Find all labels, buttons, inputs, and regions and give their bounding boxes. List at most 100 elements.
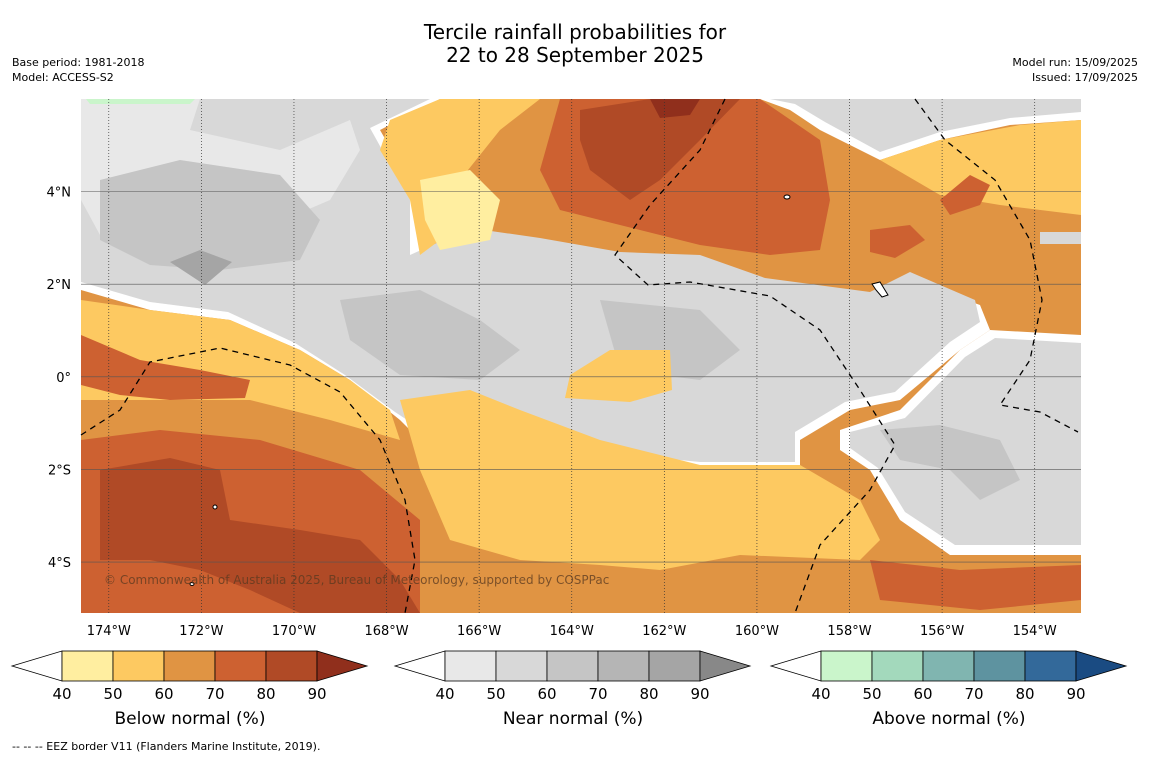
colorbar-near-swatch-3 — [597, 650, 650, 682]
lon-tick-label-8: 158°W — [827, 624, 871, 639]
colorbar-above-swatch-4 — [1024, 650, 1077, 682]
colorbar-near-swatch-1 — [495, 650, 548, 682]
lat-tick-label-0: 4°N — [47, 186, 72, 201]
colorbar-below-swatch-4 — [265, 650, 318, 682]
colorbar-above-tick-4: 80 — [1015, 685, 1034, 703]
lon-tick-label-6: 162°W — [642, 624, 686, 639]
region-below-80-southwest — [100, 458, 420, 613]
lat-tick-label-1: 2°N — [47, 278, 72, 293]
grid-layer — [81, 99, 1081, 613]
lon-tick-label-10: 154°W — [1013, 624, 1057, 639]
colorbar-near: 40 50 60 70 80 90 — [393, 650, 752, 703]
lat-labels: 4°N 2°N 0° 2°S 4°S — [47, 186, 72, 571]
eez-border-layer — [80, 98, 1079, 614]
colorbar-near-swatch-0 — [444, 650, 497, 682]
colorbar-above-swatch-3 — [973, 650, 1026, 682]
island-3 — [212, 504, 218, 510]
region-near-east-dark — [880, 425, 1020, 500]
colorbar-below-swatch-3 — [214, 650, 267, 682]
island-1 — [783, 194, 791, 200]
region-below-70-patch1 — [870, 225, 925, 258]
lon-tick-label-4: 166°W — [457, 624, 501, 639]
issued-label: Issued: 17/09/2025 — [1031, 71, 1138, 84]
region-near-small-east — [1040, 232, 1081, 244]
region-below-70-patch2 — [940, 175, 990, 215]
base-period-label: Base period: 1981-2018 — [12, 56, 145, 69]
region-below-40-north — [420, 170, 500, 250]
copyright-text: © Commonwealth of Australia 2025, Bureau… — [104, 573, 609, 587]
region-below-80-north — [580, 99, 740, 200]
colorbar-below-tick-2: 60 — [154, 685, 173, 703]
colorbar-title-above: Above normal (%) — [872, 709, 1026, 729]
region-near-central-dark — [340, 290, 520, 380]
region-below-90-north — [650, 99, 700, 118]
colorbar-title-near: Near normal (%) — [502, 709, 644, 729]
colorbar-below-max-extend — [316, 650, 369, 682]
region-near-northeast — [770, 99, 1081, 152]
lon-tick-label-1: 172°W — [179, 624, 223, 639]
region-below-50-centre — [565, 350, 672, 402]
lon-tick-label-3: 168°W — [364, 624, 408, 639]
colorbar-above-tick-5: 90 — [1066, 685, 1085, 703]
colorbar-above-max-extend — [1075, 650, 1128, 682]
eez-border-north — [614, 98, 896, 614]
lat-tick-label-2: 0° — [56, 371, 71, 386]
eez-border-east — [914, 98, 1079, 433]
chart-title-line2: 22 to 28 September 2025 — [446, 43, 704, 67]
colorbar-near-tick-3: 70 — [588, 685, 607, 703]
lon-tick-label-2: 170°W — [272, 624, 316, 639]
chart-title-line1: Tercile rainfall probabilities for — [423, 20, 727, 44]
colorbar-above-tick-1: 50 — [862, 685, 881, 703]
colorbar-above-min-extend — [769, 650, 822, 682]
region-near-70 — [170, 250, 232, 285]
colorbar-near-tick-4: 80 — [639, 685, 658, 703]
colorbar-near-tick-5: 90 — [690, 685, 709, 703]
colorbar-below-tick-3: 70 — [205, 685, 224, 703]
colorbar-below-tick-1: 50 — [103, 685, 122, 703]
colorbar-near-tick-2: 60 — [537, 685, 556, 703]
model-run-label: Model run: 15/09/2025 — [1012, 56, 1138, 69]
region-below-50-south — [400, 390, 880, 570]
region-below-70-southeast — [870, 560, 1081, 610]
colorbar-above-tick-2: 60 — [913, 685, 932, 703]
colorbars: 40 50 60 70 80 90 40 50 60 70 80 90 40 50 60 70 80 90 — [10, 650, 1128, 703]
colorbar-above-tick-3: 70 — [964, 685, 983, 703]
model-label: Model: ACCESS-S2 — [12, 71, 114, 84]
island-2 — [871, 281, 889, 298]
colorbar-below-tick-0: 40 — [52, 685, 71, 703]
colorbar-near-max-extend — [699, 650, 752, 682]
lon-labels: 174°W 172°W 170°W 168°W 166°W 164°W 162°W 160°W… — [87, 624, 1057, 639]
colorbar-below-min-extend — [10, 650, 63, 682]
colorbar-near-swatch-2 — [546, 650, 599, 682]
colorbar-below-tick-5: 90 — [307, 685, 326, 703]
colorbar-below: 40 50 60 70 80 90 — [10, 650, 369, 703]
footer-note: -- -- -- EEZ border V11 (Flanders Marine… — [12, 740, 321, 753]
map-fill-layer — [81, 99, 1081, 613]
island-4 — [189, 582, 195, 586]
colorbar-near-tick-0: 40 — [435, 685, 454, 703]
colorbar-below-swatch-0 — [61, 650, 114, 682]
lon-tick-label-9: 156°W — [920, 624, 964, 639]
colorbar-near-min-extend — [393, 650, 446, 682]
colorbar-below-tick-4: 80 — [256, 685, 275, 703]
region-near-northwest-dark — [100, 160, 320, 270]
island-layer — [189, 194, 889, 586]
lon-tick-label-7: 160°W — [735, 624, 779, 639]
lat-tick-label-3: 2°S — [48, 463, 71, 478]
region-above-40 — [86, 99, 195, 104]
colorbar-near-swatch-4 — [648, 650, 701, 682]
colorbar-above-tick-0: 40 — [811, 685, 830, 703]
region-below-50-east — [880, 120, 1081, 215]
lon-tick-label-5: 164°W — [550, 624, 594, 639]
colorbar-below-swatch-2 — [163, 650, 216, 682]
region-below-70-west — [81, 335, 250, 400]
region-below-50-west — [81, 300, 400, 440]
colorbar-title-below: Below normal (%) — [114, 709, 266, 729]
colorbar-near-tick-1: 50 — [486, 685, 505, 703]
lat-tick-label-4: 4°S — [48, 556, 71, 571]
colorbar-above-swatch-1 — [871, 650, 924, 682]
colorbar-below-swatch-1 — [112, 650, 165, 682]
colorbar-above-swatch-0 — [820, 650, 873, 682]
colorbar-above-swatch-2 — [922, 650, 975, 682]
